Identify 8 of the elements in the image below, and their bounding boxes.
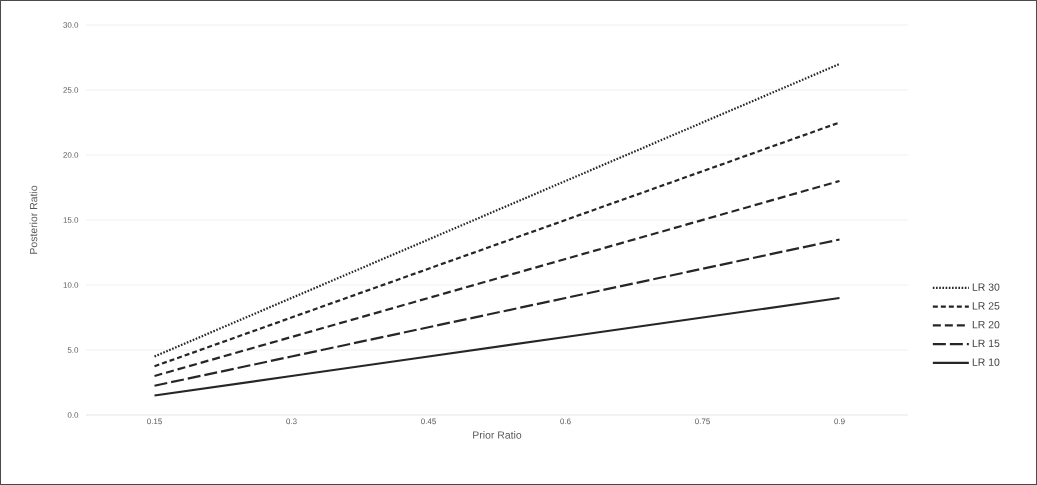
legend-label: LR 25	[972, 302, 1000, 310]
legend-label: LR 30	[972, 283, 1000, 291]
legend-label: LR 15	[972, 339, 1000, 348]
legend-label: LR 10	[972, 358, 1000, 366]
y-axis-title: Posterior Ratio	[29, 185, 38, 254]
x-axis-title: Prior Ratio	[473, 431, 522, 439]
legend-label: LR 20	[972, 320, 1000, 329]
line-series	[153, 296, 841, 397]
